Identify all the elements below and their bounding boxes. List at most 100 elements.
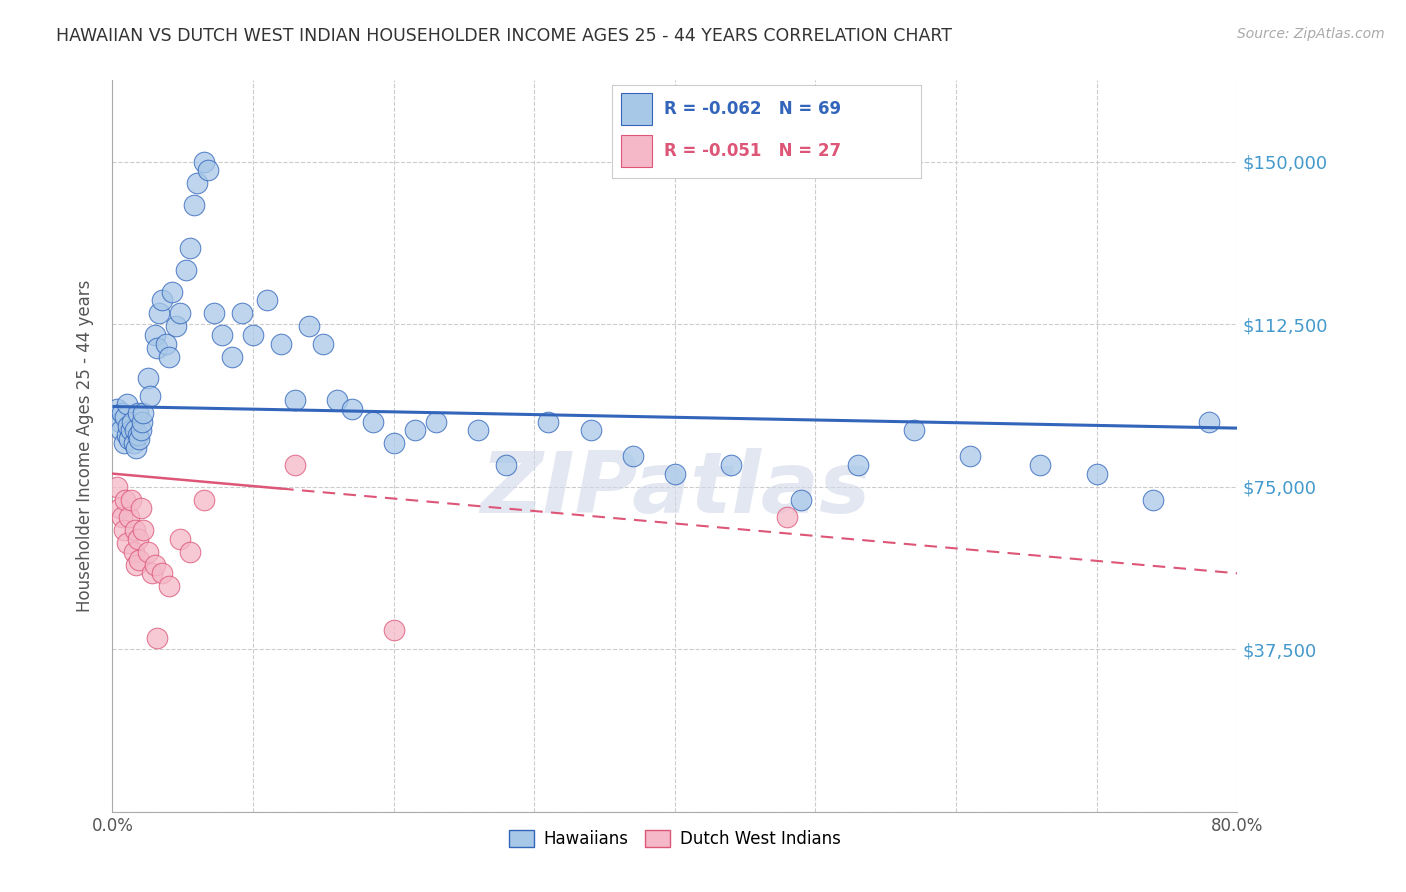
Point xyxy=(127,406,149,420)
Point xyxy=(141,566,163,581)
Point xyxy=(537,415,560,429)
Point xyxy=(112,436,135,450)
Point xyxy=(202,306,225,320)
Point xyxy=(150,566,173,581)
Point xyxy=(120,492,142,507)
Point xyxy=(157,579,180,593)
Point xyxy=(169,306,191,320)
Point xyxy=(211,327,233,342)
Point xyxy=(132,523,155,537)
Point xyxy=(404,423,426,437)
Point xyxy=(146,341,169,355)
Point xyxy=(720,458,742,472)
Point xyxy=(776,510,799,524)
Point xyxy=(270,336,292,351)
Point xyxy=(340,401,363,416)
Point xyxy=(122,544,145,558)
Point xyxy=(197,163,219,178)
Point xyxy=(382,623,405,637)
Text: R = -0.062   N = 69: R = -0.062 N = 69 xyxy=(664,100,841,118)
Point xyxy=(115,397,138,411)
Point xyxy=(105,480,128,494)
Point xyxy=(361,415,384,429)
Point xyxy=(129,501,152,516)
Text: ZIPatlas: ZIPatlas xyxy=(479,449,870,532)
Point xyxy=(174,263,197,277)
Point xyxy=(790,492,813,507)
Point xyxy=(193,492,215,507)
Point xyxy=(425,415,447,429)
Point xyxy=(148,306,170,320)
Point xyxy=(179,544,201,558)
Point xyxy=(621,450,644,464)
Point xyxy=(579,423,602,437)
Point xyxy=(122,436,145,450)
Point xyxy=(139,389,162,403)
Text: Source: ZipAtlas.com: Source: ZipAtlas.com xyxy=(1237,27,1385,41)
Point xyxy=(903,423,925,437)
Point xyxy=(125,441,148,455)
Point xyxy=(146,632,169,646)
Point xyxy=(115,536,138,550)
Bar xyxy=(621,93,652,125)
Point xyxy=(1142,492,1164,507)
Point xyxy=(467,423,489,437)
Point xyxy=(150,293,173,308)
Point xyxy=(169,532,191,546)
Point xyxy=(312,336,335,351)
Point xyxy=(114,410,136,425)
Point xyxy=(127,427,149,442)
Point xyxy=(129,423,152,437)
Point xyxy=(183,198,205,212)
Point xyxy=(846,458,869,472)
Text: R = -0.051   N = 27: R = -0.051 N = 27 xyxy=(664,142,841,161)
Point xyxy=(155,336,177,351)
Point xyxy=(125,558,148,572)
Point xyxy=(136,371,159,385)
Point xyxy=(114,492,136,507)
Point xyxy=(127,532,149,546)
Point xyxy=(143,327,166,342)
Point xyxy=(298,319,321,334)
Point xyxy=(108,415,131,429)
Point xyxy=(664,467,686,481)
Point xyxy=(157,350,180,364)
Point xyxy=(1029,458,1052,472)
Point xyxy=(118,510,141,524)
Point xyxy=(128,553,150,567)
Point xyxy=(136,544,159,558)
Point xyxy=(128,432,150,446)
Text: HAWAIIAN VS DUTCH WEST INDIAN HOUSEHOLDER INCOME AGES 25 - 44 YEARS CORRELATION : HAWAIIAN VS DUTCH WEST INDIAN HOUSEHOLDE… xyxy=(56,27,952,45)
Point xyxy=(115,427,138,442)
Point xyxy=(193,154,215,169)
Point xyxy=(284,392,307,407)
Point xyxy=(231,306,253,320)
Point xyxy=(131,415,153,429)
Point xyxy=(105,401,128,416)
Bar xyxy=(621,136,652,167)
Point xyxy=(117,419,139,434)
Point xyxy=(186,176,208,190)
Point xyxy=(256,293,278,308)
Point xyxy=(118,432,141,446)
Point xyxy=(111,510,134,524)
Legend: Hawaiians, Dutch West Indians: Hawaiians, Dutch West Indians xyxy=(502,823,848,855)
Point xyxy=(382,436,405,450)
Point xyxy=(242,327,264,342)
Point xyxy=(121,415,143,429)
Point xyxy=(124,423,146,437)
Point xyxy=(495,458,517,472)
Point xyxy=(179,241,201,255)
Point xyxy=(1198,415,1220,429)
Point xyxy=(112,523,135,537)
Point xyxy=(326,392,349,407)
Point xyxy=(111,406,134,420)
Point xyxy=(120,423,142,437)
Point xyxy=(124,523,146,537)
Point xyxy=(284,458,307,472)
Y-axis label: Householder Income Ages 25 - 44 years: Householder Income Ages 25 - 44 years xyxy=(76,280,94,612)
Point xyxy=(110,423,132,437)
Point xyxy=(143,558,166,572)
Point xyxy=(221,350,243,364)
Point xyxy=(108,501,131,516)
